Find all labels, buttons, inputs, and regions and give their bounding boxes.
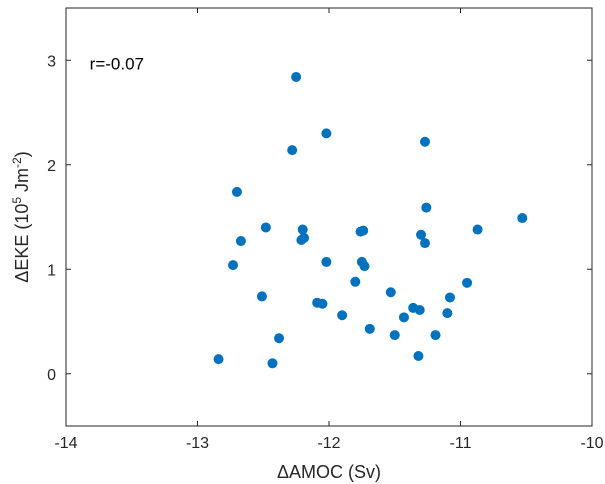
data-point bbox=[321, 128, 332, 139]
data-points bbox=[213, 71, 528, 369]
y-axis-label: ΔEKE (105 Jm-2) bbox=[10, 151, 32, 282]
data-point bbox=[296, 234, 307, 245]
y-axis-label-suffix: ) bbox=[12, 151, 32, 157]
data-point bbox=[385, 287, 396, 298]
data-point bbox=[416, 229, 427, 240]
x-tick-label: -11 bbox=[450, 435, 472, 452]
data-point bbox=[231, 186, 242, 197]
data-point bbox=[337, 310, 348, 321]
data-point bbox=[444, 292, 455, 303]
y-axis-label-unit: Jm bbox=[12, 168, 32, 197]
data-point bbox=[350, 276, 361, 287]
x-tick-labels: -14 -13 -12 -11 -10 bbox=[54, 435, 603, 452]
y-tick-label: 3 bbox=[47, 53, 56, 70]
data-point bbox=[291, 71, 302, 82]
data-point bbox=[321, 256, 332, 267]
data-point bbox=[297, 224, 308, 235]
data-point bbox=[442, 308, 453, 319]
data-point bbox=[421, 202, 432, 213]
data-point bbox=[389, 330, 400, 341]
correlation-annotation: r=-0.07 bbox=[90, 55, 144, 74]
plot-area-frame bbox=[65, 7, 593, 427]
x-tick-label: -10 bbox=[580, 435, 603, 452]
data-point bbox=[462, 277, 473, 288]
x-tick-label: -13 bbox=[186, 435, 209, 452]
y-axis-label-superscript-neg2: -2 bbox=[10, 157, 24, 168]
data-point bbox=[364, 323, 375, 334]
data-point bbox=[235, 236, 246, 247]
y-axis-label-prefix: ΔEKE (10 bbox=[12, 204, 32, 283]
y-tick-label: 2 bbox=[47, 158, 56, 175]
data-point bbox=[430, 330, 441, 341]
data-point bbox=[256, 291, 267, 302]
y-tick-label: 0 bbox=[47, 367, 56, 384]
x-tick-label: -14 bbox=[54, 435, 77, 452]
data-point bbox=[413, 350, 424, 361]
y-tick-label: 1 bbox=[47, 262, 56, 279]
data-point bbox=[419, 238, 430, 249]
data-point bbox=[274, 333, 285, 344]
data-point bbox=[228, 260, 239, 271]
data-point bbox=[359, 261, 370, 272]
axis-ticks bbox=[65, 8, 593, 426]
data-point bbox=[260, 222, 271, 233]
data-point bbox=[517, 213, 528, 224]
y-axis-label-superscript-5: 5 bbox=[10, 197, 24, 204]
data-point bbox=[317, 298, 328, 309]
x-tick-label: -12 bbox=[317, 435, 340, 452]
data-point bbox=[398, 312, 409, 323]
data-point bbox=[287, 145, 298, 156]
x-axis-label: ΔAMOC (Sv) bbox=[277, 462, 381, 482]
y-tick-labels: 0 1 2 3 bbox=[47, 53, 56, 384]
data-point bbox=[267, 358, 278, 369]
data-point bbox=[213, 354, 224, 365]
data-point bbox=[472, 224, 483, 235]
data-point bbox=[414, 305, 425, 316]
data-point bbox=[419, 136, 430, 147]
data-point bbox=[358, 225, 369, 236]
